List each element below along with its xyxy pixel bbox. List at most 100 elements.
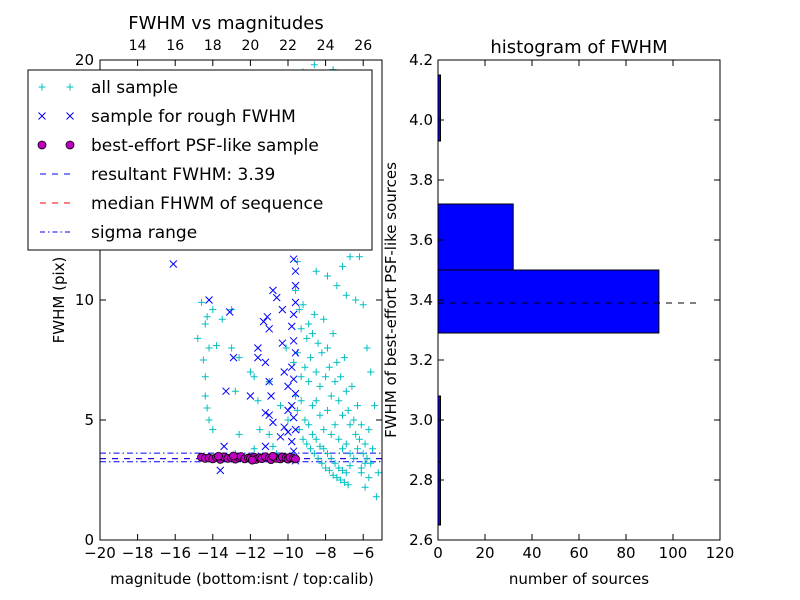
all-sample-point — [342, 291, 350, 299]
x-tick-label: 20 — [475, 544, 494, 562]
all-sample-point — [363, 344, 371, 352]
all-sample-point — [333, 474, 341, 482]
all-sample-point — [209, 426, 217, 434]
rough-fwhm-sample-point — [291, 298, 300, 307]
legend-marker — [38, 83, 46, 91]
rough-fwhm-sample-point — [278, 339, 287, 348]
all-sample-point — [314, 454, 322, 462]
histogram-title: histogram of FWHM — [490, 37, 667, 58]
all-sample-point — [318, 349, 326, 357]
all-sample-point — [297, 397, 305, 405]
all-sample-point — [348, 382, 356, 390]
all-sample-point — [323, 344, 331, 352]
all-sample-point — [269, 442, 277, 450]
all-sample-point — [312, 368, 320, 376]
all-sample-point — [346, 421, 354, 429]
all-sample-point — [333, 282, 341, 290]
all-sample-point — [312, 267, 320, 275]
all-sample-point — [354, 402, 362, 410]
all-sample-point — [325, 363, 333, 371]
all-sample-point — [346, 450, 354, 458]
legend-label: median FHWM of sequence — [91, 194, 323, 214]
legend-marker — [66, 112, 74, 120]
all-sample-point — [201, 392, 209, 400]
x-tick-label: −16 — [159, 544, 191, 562]
y-tick-label: 20 — [75, 51, 94, 69]
all-sample-point — [316, 382, 324, 390]
all-sample-point — [323, 272, 331, 280]
rough-fwhm-sample-point — [220, 442, 228, 451]
all-sample-point — [331, 459, 339, 467]
rough-fwhm-sample-point — [289, 336, 298, 345]
all-sample-point — [307, 354, 315, 362]
all-sample-point — [333, 358, 341, 366]
all-sample-point — [329, 471, 337, 479]
rough-fwhm-sample-point — [287, 322, 296, 331]
rough-fwhm-sample-point — [284, 382, 292, 391]
all-sample-point — [322, 464, 330, 472]
rough-fwhm-sample-point — [291, 267, 300, 276]
all-sample-point — [301, 363, 309, 371]
all-sample-point — [276, 402, 284, 410]
all-sample-point — [367, 368, 375, 376]
all-sample-point — [337, 476, 345, 484]
rough-fwhm-sample-point — [269, 418, 277, 427]
all-sample-point — [361, 483, 369, 491]
all-sample-point — [203, 313, 211, 321]
all-sample-point — [323, 406, 331, 414]
rough-fwhm-sample-point — [169, 260, 178, 268]
all-sample-point — [305, 378, 313, 386]
all-sample-point — [322, 373, 330, 381]
top-x-tick-label: 14 — [129, 38, 147, 54]
legend-box — [27, 69, 373, 251]
all-sample-point — [312, 397, 320, 405]
all-sample-point — [250, 373, 258, 381]
all-sample-point — [372, 493, 380, 501]
y-tick-label: 3.8 — [409, 171, 433, 189]
all-sample-point — [342, 469, 350, 477]
rough-fwhm-sample-point — [269, 286, 277, 295]
scatter-panel: −20 −18 −16 −14 −12 −10 −8 −6 0 5 10 20 14 16 18 20 22… — [27, 13, 383, 588]
all-sample-point — [293, 258, 301, 266]
rough-fwhm-sample-point — [291, 389, 300, 398]
scatter-y-axis-label: FWHM (pix) — [50, 257, 68, 344]
y-tick-label: 10 — [75, 291, 94, 309]
top-x-tick-label: 26 — [354, 38, 372, 54]
all-sample-point — [365, 474, 373, 482]
all-sample-point — [344, 481, 352, 489]
x-tick-label: 120 — [706, 544, 735, 562]
all-sample-point — [355, 435, 363, 443]
y-tick-label: 3.6 — [409, 231, 433, 249]
all-sample-point — [350, 416, 358, 424]
all-sample-point — [307, 445, 315, 453]
scatter-x-ticks: −20 −18 −16 −14 −12 −10 −8 −6 — [84, 60, 374, 562]
all-sample-point — [203, 404, 211, 412]
all-sample-point — [340, 354, 348, 362]
all-sample-point — [352, 430, 360, 438]
x-tick-label: −20 — [84, 544, 116, 562]
legend-label: best-effort PSF-like sample — [91, 136, 319, 156]
legend-marker — [66, 83, 74, 91]
x-tick-label: −6 — [352, 544, 374, 562]
all-sample-point — [284, 416, 292, 424]
scatter-x-axis-label: magnitude (bottom:isnt / top:calib) — [110, 570, 374, 588]
rough-fwhm-sample-point — [278, 305, 287, 314]
x-tick-label: 40 — [522, 544, 541, 562]
all-sample-point — [323, 450, 331, 458]
y-tick-label: 2.6 — [409, 531, 433, 549]
legend-marker — [38, 112, 46, 120]
psf-like-sample-point — [229, 451, 238, 461]
legend-label: sample for rough FWHM — [91, 107, 296, 127]
all-sample-point — [337, 373, 345, 381]
all-sample-point — [201, 320, 209, 328]
rough-fwhm-sample-point — [265, 377, 274, 386]
all-sample-point — [320, 426, 328, 434]
rough-fwhm-sample-point — [254, 353, 262, 362]
y-tick-label: 5 — [84, 411, 94, 429]
rough-fwhm-sample-point — [246, 392, 255, 400]
all-sample-point — [355, 253, 363, 261]
all-sample-point — [246, 368, 254, 376]
histogram-bar — [438, 395, 441, 463]
legend-label: sigma range — [91, 223, 197, 243]
all-sample-point — [320, 315, 328, 323]
